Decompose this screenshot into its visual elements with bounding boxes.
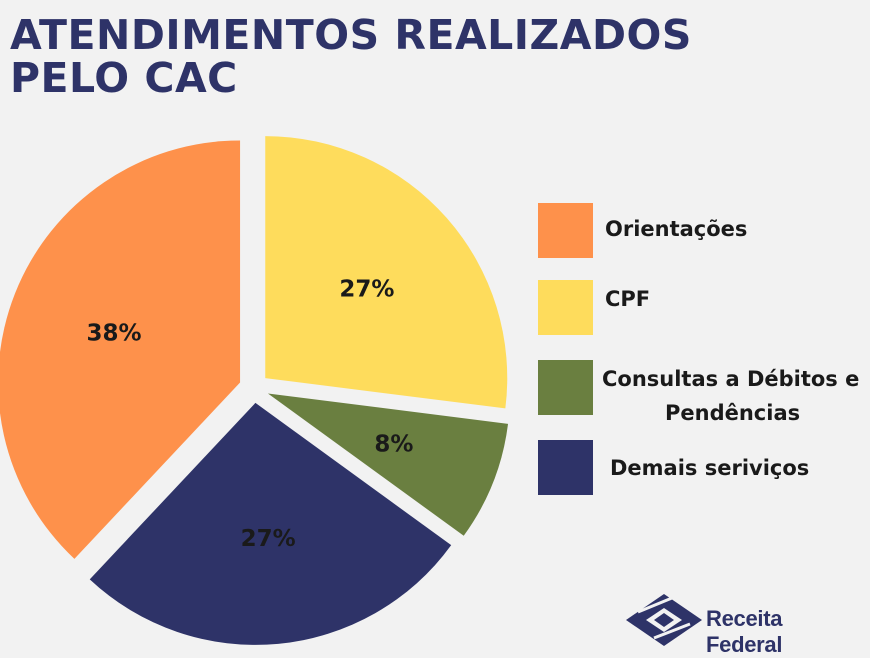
receita-federal-logo-icon	[626, 594, 702, 646]
legend-label-demais: Demais seriviços	[610, 456, 810, 480]
legend-swatch-consultas	[538, 360, 593, 415]
legend-label-cpf: CPF	[605, 287, 651, 311]
receita-federal-logo: Receita Federal	[624, 590, 864, 657]
pie-slice-label-0: 27%	[339, 276, 394, 302]
legend-label-orientacoes: Orientações	[605, 217, 748, 241]
legend-swatch-demais	[538, 440, 593, 495]
pie-slice-1	[267, 393, 509, 536]
chart-title: ATENDIMENTOS REALIZADOS PELO CAC	[10, 11, 692, 102]
legend-label-consultas-line1: Consultas a Débitos e	[602, 367, 860, 391]
pie-slice-label-2: 27%	[241, 526, 296, 552]
pie-slice-0	[265, 136, 508, 409]
pie-slice-label-1: 8%	[374, 431, 413, 457]
pie-slice-label-3: 38%	[87, 321, 142, 347]
legend-label-consultas-line2: Pendências	[665, 401, 801, 425]
legend-swatch-orientacoes	[538, 203, 593, 258]
logo-text: Receita Federal	[706, 606, 783, 657]
pie-slice-3	[0, 140, 241, 559]
legend-swatch-cpf	[538, 280, 593, 335]
pie-slice-2	[89, 402, 452, 645]
